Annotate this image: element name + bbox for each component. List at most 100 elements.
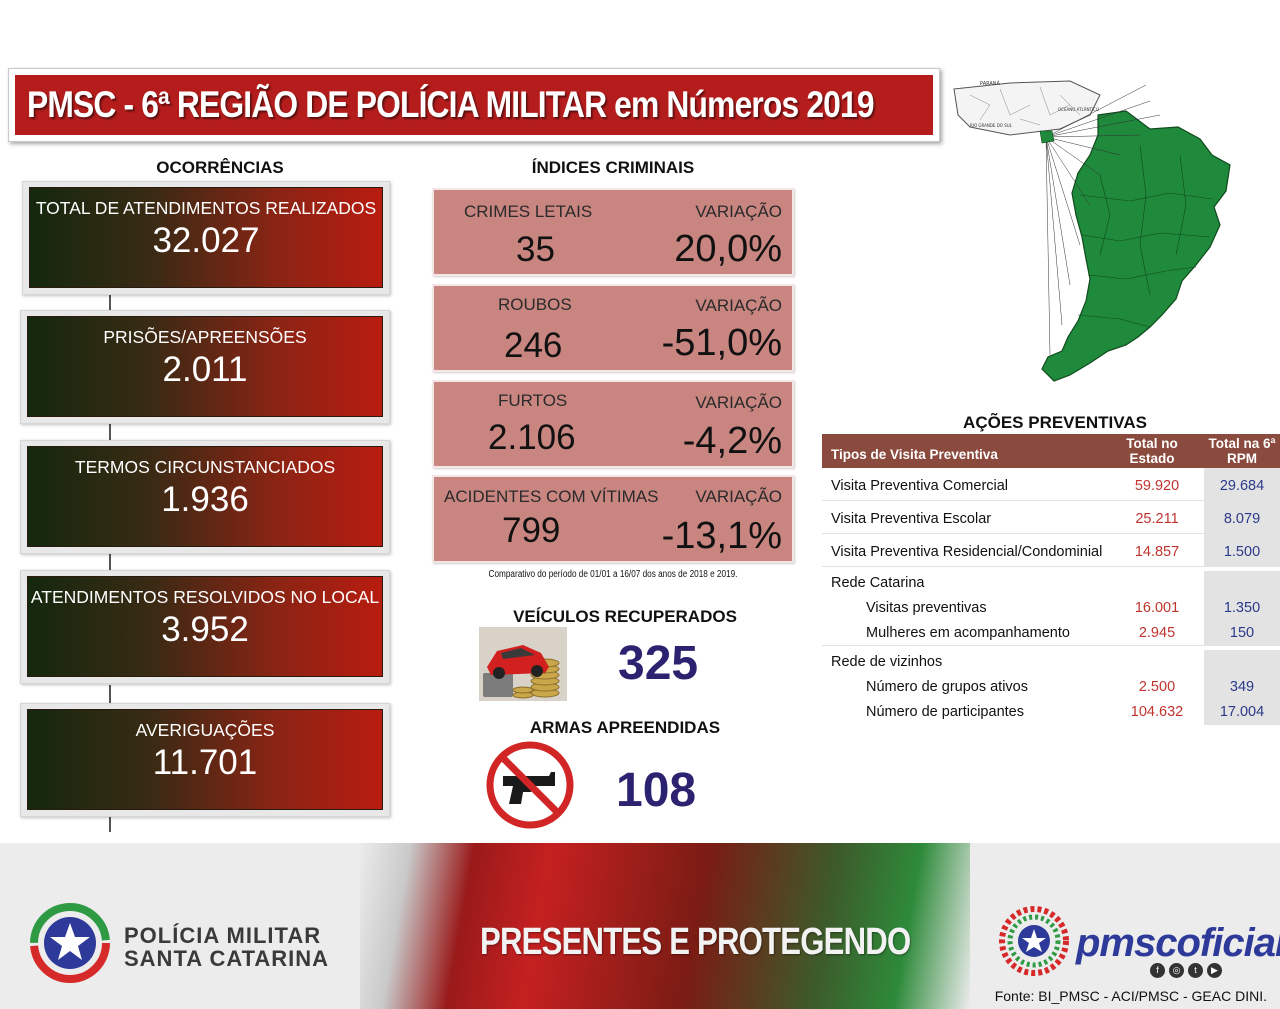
facebook-icon: f [1150, 963, 1165, 978]
occ-value: 3.952 [161, 610, 249, 649]
idx-label: FURTOS [498, 391, 568, 410]
idx-variation: -13,1% [661, 515, 782, 557]
comparison-note: Comparativo do período de 01/01 a 16/07 … [488, 569, 738, 580]
slogan: PRESENTES E PROTEGENDO [480, 921, 911, 963]
col-rpm: Total na 6ª RPM [1208, 436, 1276, 466]
row-label: Visita Preventiva Comercial [831, 478, 1009, 494]
title-banner: PMSC - 6ª REGIÃO DE POLÍCIA MILITAR em N… [8, 68, 940, 142]
car-coins-icon [479, 627, 567, 701]
row-rpm-value: 150 [1204, 621, 1280, 645]
instagram-icon: ◎ [1169, 963, 1184, 978]
veiculos-heading: VEÍCULOS RECUPERADOS [513, 607, 737, 626]
row-rpm-value: 1.500 [1204, 534, 1280, 566]
occ-card-termos: TERMOS CIRCUNSTANCIADOS 1.936 [20, 440, 390, 554]
map-label-oceano: OCEANO ATLÂNTICO [1058, 107, 1099, 112]
ocorrencias-heading: OCORRÊNCIAS [156, 158, 284, 177]
row-state-value: 14.857 [1134, 544, 1180, 560]
occ-label: AVERIGUAÇÕES [135, 720, 275, 740]
idx-value: 799 [502, 511, 561, 550]
connector-line [109, 288, 111, 318]
idx-card-roubos: ROUBOS VARIAÇÃO 246 -51,0% [432, 284, 794, 372]
occ-label: ATENDIMENTOS RESOLVIDOS NO LOCAL [30, 587, 380, 607]
map-label-rs: RIO GRANDE DO SUL [970, 123, 1013, 128]
org-name-line2: SANTA CATARINA [124, 946, 330, 971]
table-row: Número de grupos ativos 2.500 349 [822, 675, 1280, 700]
connector-line [109, 420, 111, 448]
idx-variation-label: VARIAÇÃO [695, 393, 782, 412]
row-rpm-value: 17.004 [1204, 700, 1280, 725]
armas-value: 108 [616, 764, 697, 817]
group-title: Rede de vizinhos [831, 654, 943, 670]
table-row: Visitas preventivas 16.001 1.350 [822, 596, 1280, 621]
veiculos-value: 325 [618, 637, 699, 690]
idx-variation: -51,0% [661, 322, 782, 364]
table-row: Número de participantes 104.632 17.004 [822, 700, 1280, 725]
idx-card-crimes-letais: CRIMES LETAIS VARIAÇÃO 35 20,0% [432, 188, 794, 276]
occ-value: 32.027 [152, 221, 260, 260]
social-icons: f ◎ t ▶ [1150, 963, 1222, 978]
row-state-value: 25.211 [1135, 511, 1179, 527]
idx-variation-label: VARIAÇÃO [695, 487, 782, 506]
row-rpm-value: 8.079 [1204, 501, 1280, 533]
occ-card-prisoes: PRISÕES/APREENSÕES 2.011 [20, 310, 390, 424]
row-rpm-value: 349 [1204, 675, 1280, 700]
rpm-blank [1204, 650, 1280, 675]
row-state-value: 2.500 [1138, 679, 1176, 695]
idx-label: ACIDENTES COM VÍTIMAS [444, 487, 659, 506]
idx-value: 35 [516, 230, 555, 269]
group-title-row: Rede de vizinhos [822, 650, 1280, 675]
occ-card-resolvidos: ATENDIMENTOS RESOLVIDOS NO LOCAL 3.952 [20, 570, 390, 684]
row-state-value: 59.920 [1134, 478, 1180, 494]
table-row: Visita Preventiva Residencial/Condominia… [822, 534, 1280, 567]
footer: POLÍCIA MILITAR SANTA CATARINA PRESENTES… [0, 843, 1280, 1009]
idx-label: ROUBOS [498, 295, 572, 314]
col-type: Tipos de Visita Preventiva [831, 447, 998, 462]
twitter-icon: t [1188, 963, 1203, 978]
occ-value: 2.011 [162, 350, 248, 389]
footer-stripe-band [360, 843, 970, 1009]
idx-card-furtos: FURTOS VARIAÇÃO 2.106 -4,2% [432, 380, 794, 468]
table-row: Mulheres em acompanhamento 2.945 150 [822, 621, 1280, 646]
group-title-row: Rede Catarina [822, 571, 1280, 596]
row-label: Número de grupos ativos [866, 679, 1028, 695]
connector-line [109, 685, 111, 710]
col-state: Total no Estado [1126, 436, 1178, 466]
occ-value: 1.936 [161, 480, 249, 519]
idx-variation-label: VARIAÇÃO [695, 296, 782, 315]
row-rpm-value: 29.684 [1204, 468, 1280, 500]
idx-label: CRIMES LETAIS [464, 202, 593, 221]
source-note: Fonte: BI_PMSC - ACI/PMSC - GEAC DINI. [994, 988, 1267, 1004]
table-header: Tipos de Visita Preventiva Total no Esta… [822, 434, 1280, 468]
row-label: Visita Preventiva Escolar [831, 511, 992, 527]
org-name-line1: POLÍCIA MILITAR [124, 923, 322, 948]
occ-label: TOTAL DE ATENDIMENTOS REALIZADOS [35, 198, 377, 218]
group-title: Rede Catarina [831, 575, 925, 591]
armas-heading: ARMAS APREENDIDAS [529, 718, 721, 737]
row-rpm-value: 1.350 [1204, 596, 1280, 621]
rpm-blank [1204, 571, 1280, 596]
page-title: PMSC - 6ª REGIÃO DE POLÍCIA MILITAR em N… [27, 84, 875, 125]
brand-wordmark: pmscoficial [1076, 921, 1280, 965]
youtube-icon: ▶ [1207, 963, 1222, 978]
row-state-value: 104.632 [1130, 704, 1184, 720]
row-label: Visitas preventivas [866, 600, 987, 616]
idx-variation-label: VARIAÇÃO [695, 202, 782, 221]
idx-card-acidentes: ACIDENTES COM VÍTIMAS VARIAÇÃO 799 -13,1… [432, 475, 794, 563]
table-row: Visita Preventiva Escolar 25.211 8.079 [822, 501, 1280, 534]
acoes-heading: AÇÕES PREVENTIVAS [963, 413, 1147, 432]
connector-line [109, 550, 111, 578]
row-label: Visita Preventiva Residencial/Condominia… [831, 544, 1103, 560]
row-label: Número de participantes [866, 704, 1024, 720]
idx-variation: -4,2% [682, 420, 782, 462]
occ-card-averiguacoes: AVERIGUAÇÕES 11.701 [20, 703, 390, 817]
pm-logo-icon [30, 903, 110, 983]
row-state-value: 16.001 [1134, 600, 1180, 616]
connector-line [109, 812, 111, 832]
row-state-value: 2.945 [1138, 625, 1176, 641]
acoes-table: Tipos de Visita Preventiva Total no Esta… [822, 434, 1280, 725]
occ-value: 11.701 [152, 743, 258, 782]
map-label-parana: PARANÁ [980, 80, 1001, 87]
idx-value: 246 [504, 326, 563, 365]
pmsc-oficial-logo-icon [996, 903, 1072, 979]
table-row: Visita Preventiva Comercial 59.920 29.68… [822, 468, 1280, 501]
